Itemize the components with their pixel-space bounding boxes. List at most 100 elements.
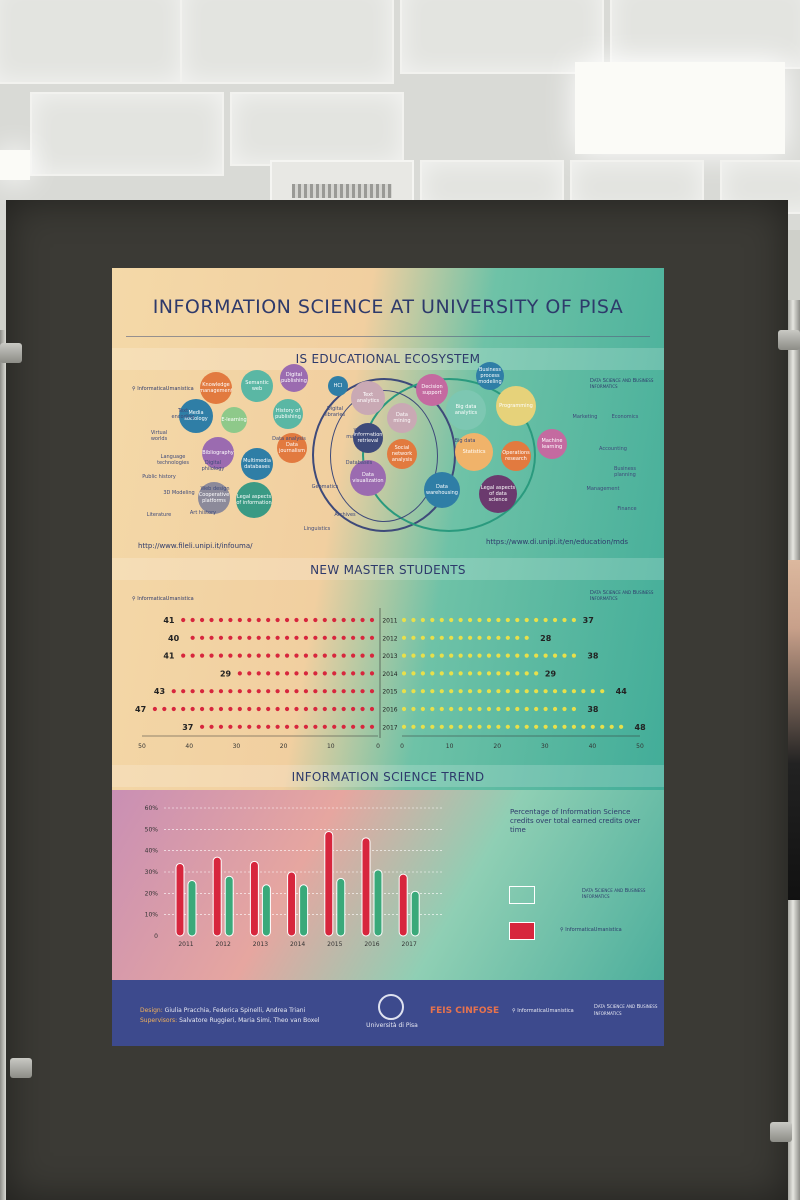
ecosystem-small-label: Literature xyxy=(146,512,172,518)
person-icon-red xyxy=(303,671,309,676)
students-right-value: 28 xyxy=(540,634,552,643)
person-icon-yellow xyxy=(401,671,407,676)
person-icon-red xyxy=(218,706,224,712)
ecosystem-bubble: Text analytics xyxy=(351,381,385,415)
person-icon-red xyxy=(360,635,365,640)
person-icon-yellow xyxy=(458,617,463,623)
person-icon-yellow xyxy=(477,671,482,676)
person-icon-yellow xyxy=(439,706,444,712)
person-icon-yellow xyxy=(534,689,539,694)
url-right[interactable]: https://www.di.unipi.it/en/education/mds xyxy=(486,538,629,546)
ecosystem-small-label: Management xyxy=(586,486,620,492)
ecosystem-bubble: Business process modeling xyxy=(476,362,504,390)
person-icon-red xyxy=(247,617,252,623)
person-icon-red xyxy=(190,706,195,712)
person-icon-yellow xyxy=(486,724,492,729)
person-icon-yellow xyxy=(600,689,605,694)
person-icon-red xyxy=(313,689,318,694)
person-icon-yellow xyxy=(467,724,473,729)
person-icon-yellow xyxy=(467,671,473,676)
person-icon-red xyxy=(237,617,242,623)
trend-bar-dsbi xyxy=(224,875,234,937)
ecosystem-small-label: Public history xyxy=(142,474,176,480)
person-icon-yellow xyxy=(543,617,548,623)
person-icon-yellow xyxy=(467,706,473,712)
person-icon-yellow xyxy=(524,689,529,694)
person-icon-red xyxy=(332,706,337,712)
person-icon-yellow xyxy=(477,653,482,658)
students-year-label: 2012 xyxy=(382,635,397,642)
person-icon-red xyxy=(237,653,242,658)
person-icon-yellow xyxy=(458,689,463,694)
person-icon-yellow xyxy=(439,689,444,694)
trend-description: Percentage of Information Science credit… xyxy=(510,808,641,834)
person-icon-yellow xyxy=(420,724,425,729)
trend-x-tick: 2017 xyxy=(402,941,417,948)
person-icon-yellow xyxy=(552,706,558,712)
person-icon-red xyxy=(294,635,299,640)
person-icon-red xyxy=(369,689,375,694)
person-icon-red xyxy=(294,671,299,676)
legend-label-umanistica: ⚲ InformaticaUmanistica xyxy=(560,927,622,933)
person-icon-yellow xyxy=(430,689,435,694)
students-right-tick: 10 xyxy=(446,743,454,750)
students-right-value: 29 xyxy=(545,669,557,678)
person-icon-yellow xyxy=(571,617,577,623)
ecosystem-bubble: Data mining xyxy=(387,403,417,433)
person-icon-yellow xyxy=(411,724,416,729)
person-icon-red xyxy=(341,653,346,658)
person-icon-red xyxy=(284,671,290,676)
person-icon-yellow xyxy=(477,617,482,623)
person-icon-yellow xyxy=(458,635,463,640)
ecosystem-bubble: Machine learning xyxy=(537,429,567,459)
person-icon-yellow xyxy=(411,617,416,623)
person-icon-red xyxy=(351,689,356,694)
ecosystem-small-label: Economics xyxy=(611,414,639,420)
person-icon-yellow xyxy=(562,617,567,623)
person-icon-yellow xyxy=(458,671,463,676)
footer-dsbi-logo: Data Science and Business Informatics xyxy=(594,1004,658,1017)
person-icon-yellow xyxy=(590,724,595,729)
section-band xyxy=(112,765,664,787)
person-icon-yellow xyxy=(505,653,510,658)
person-icon-red xyxy=(275,617,280,623)
trend-bar-umanistica xyxy=(324,830,334,937)
person-icon-red xyxy=(228,617,233,623)
ceiling xyxy=(0,0,800,230)
ecosystem-small-label: Linguistics xyxy=(303,526,331,532)
trend-chart: 0 10% 20% 30% 40% 50% 60% 2011 2012 2013 2014 2015 2… xyxy=(145,805,442,948)
person-icon-yellow xyxy=(505,706,510,712)
url-left[interactable]: http://www.fileli.unipi.it/infouma/ xyxy=(138,542,253,550)
person-icon-yellow xyxy=(571,653,577,658)
person-icon-red xyxy=(181,706,186,712)
poster-footer: Design: Giulia Pracchia, Federica Spinel… xyxy=(112,980,664,1046)
ecosystem-small-label: Text encoding xyxy=(171,408,195,420)
person-icon-yellow xyxy=(571,706,577,712)
person-icon-red xyxy=(303,724,309,729)
person-icon-red xyxy=(218,653,224,658)
person-icon-yellow xyxy=(449,689,454,694)
person-icon-red xyxy=(294,617,299,623)
trend-x-tick: 2011 xyxy=(178,941,193,948)
trend-y-tick: 10% xyxy=(145,912,159,919)
trend-y-tick: 40% xyxy=(145,848,159,855)
person-icon-yellow xyxy=(477,635,482,640)
trend-y-tick: 50% xyxy=(145,826,159,833)
person-icon-red xyxy=(360,724,365,729)
person-icon-red xyxy=(313,617,318,623)
person-icon-red xyxy=(322,706,327,712)
person-icon-red xyxy=(294,706,299,712)
person-icon-red xyxy=(341,617,346,623)
university-name: Università di Pisa xyxy=(366,1022,418,1029)
trend-bar-dsbi xyxy=(410,890,420,937)
person-icon-red xyxy=(247,653,252,658)
board-clip xyxy=(778,330,800,350)
students-left-tick: 50 xyxy=(138,743,146,750)
legend-swatch-umanistica xyxy=(509,922,535,940)
person-icon-yellow xyxy=(571,724,577,729)
person-icon-red xyxy=(190,635,195,640)
person-icon-yellow xyxy=(411,635,416,640)
person-icon-red xyxy=(275,724,280,729)
person-icon-yellow xyxy=(534,671,539,676)
person-icon-red xyxy=(266,653,271,658)
